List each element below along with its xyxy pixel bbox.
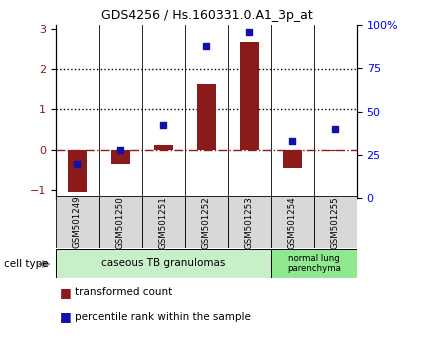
Text: GSM501251: GSM501251 <box>159 196 168 249</box>
Bar <box>228 196 271 248</box>
Bar <box>271 249 357 278</box>
Text: GSM501254: GSM501254 <box>288 196 297 249</box>
Text: percentile rank within the sample: percentile rank within the sample <box>75 312 251 322</box>
Text: GSM501249: GSM501249 <box>73 196 82 249</box>
Point <box>160 122 167 128</box>
Text: GSM501252: GSM501252 <box>202 196 211 249</box>
Text: caseous TB granulomas: caseous TB granulomas <box>101 258 226 268</box>
Bar <box>283 150 302 168</box>
Text: GSM501250: GSM501250 <box>116 196 125 249</box>
Bar <box>68 150 87 192</box>
Text: ■: ■ <box>60 286 72 298</box>
Bar <box>56 249 271 278</box>
Point <box>289 138 296 144</box>
Point <box>332 126 339 132</box>
Bar <box>56 196 99 248</box>
Point <box>246 29 253 35</box>
Bar <box>314 196 357 248</box>
Bar <box>142 196 185 248</box>
Text: cell type: cell type <box>4 259 49 269</box>
Bar <box>185 196 228 248</box>
Bar <box>271 196 314 248</box>
Bar <box>197 85 216 150</box>
Point <box>74 161 81 166</box>
Bar <box>99 196 142 248</box>
Text: ■: ■ <box>60 310 72 323</box>
Point <box>203 43 210 48</box>
Text: GSM501253: GSM501253 <box>245 196 254 249</box>
Bar <box>326 150 345 151</box>
Text: normal lung
parenchyma: normal lung parenchyma <box>287 254 341 273</box>
Point <box>117 147 124 153</box>
Bar <box>111 150 130 164</box>
Text: transformed count: transformed count <box>75 287 172 297</box>
Title: GDS4256 / Hs.160331.0.A1_3p_at: GDS4256 / Hs.160331.0.A1_3p_at <box>101 9 312 22</box>
Bar <box>154 145 173 150</box>
Bar <box>240 42 259 150</box>
Text: GSM501255: GSM501255 <box>331 196 340 249</box>
